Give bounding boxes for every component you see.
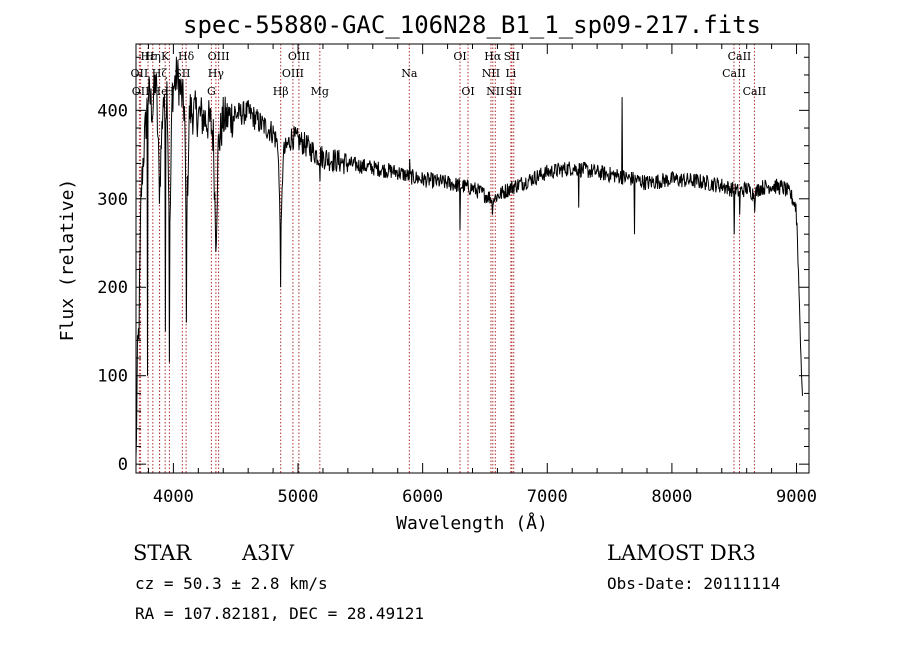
line-label-28: CaII [743,85,767,98]
line-label-7: H [165,85,175,98]
line-label-8: Hδ [178,50,195,63]
chart-title: spec-55880-GAC_106N28_B1_1_sp09-217.fits [183,11,761,39]
line-label-14: OIII [288,50,310,63]
x-tick-label: 6000 [402,487,443,507]
x-axis-label: Wavelength (Å) [396,512,548,534]
line-label-13: Hβ [273,85,289,98]
x-tick-label: 9000 [776,487,817,507]
x-tick-label: 5000 [278,487,319,507]
line-label-23: SII [504,50,520,63]
survey-name: LAMOST DR3 [607,541,756,565]
line-label-16: Mg [311,85,329,98]
spectrum-series [135,56,803,458]
y-axis: 0 100 200 300 400 [97,56,809,475]
y-tick-label: 300 [97,190,128,210]
object-class: STAR [133,541,192,565]
x-tick-label: 7000 [527,487,568,507]
observation-date: Obs-Date: 20111114 [607,574,780,593]
line-label-17: Na [401,67,418,80]
line-label-6: K [161,50,170,63]
line-label-19: OI [461,85,474,98]
line-label-11: Hγ [208,67,225,80]
plot-frame [135,43,810,474]
line-label-22: NII [486,85,504,98]
line-label-3: Hη [145,50,161,63]
line-label-10: OIII [208,50,230,63]
x-axis: 4000 5000 6000 7000 8000 9000 [147,44,817,507]
line-label-20: Hα [484,50,502,63]
y-axis-label: Flux (relative) [57,179,78,342]
line-label-21: NII [482,67,500,80]
y-tick-label: 100 [97,367,128,387]
line-label-2: OII [132,85,150,98]
x-tick-label: 4000 [153,487,194,507]
y-tick-label: 200 [97,278,128,298]
line-label-18: OI [453,50,466,63]
y-tick-label: 0 [118,455,128,475]
coordinates: RA = 107.82181, DEC = 28.49121 [135,604,424,623]
line-label-24: Li [505,67,516,80]
line-label-27: CaII [722,67,746,80]
line-label-0: Hε [140,50,156,63]
line-label-26: CaII [728,50,752,63]
object-subclass: A3IV [241,541,295,565]
line-label-1: OII [131,67,149,80]
line-label-25: SII [506,85,522,98]
redshift-velocity: cz = 50.3 ± 2.8 km/s [135,574,328,593]
line-label-15: OIII [282,67,304,80]
y-tick-label: 400 [97,101,128,121]
line-label-12: G [207,85,216,98]
x-tick-label: 8000 [651,487,692,507]
